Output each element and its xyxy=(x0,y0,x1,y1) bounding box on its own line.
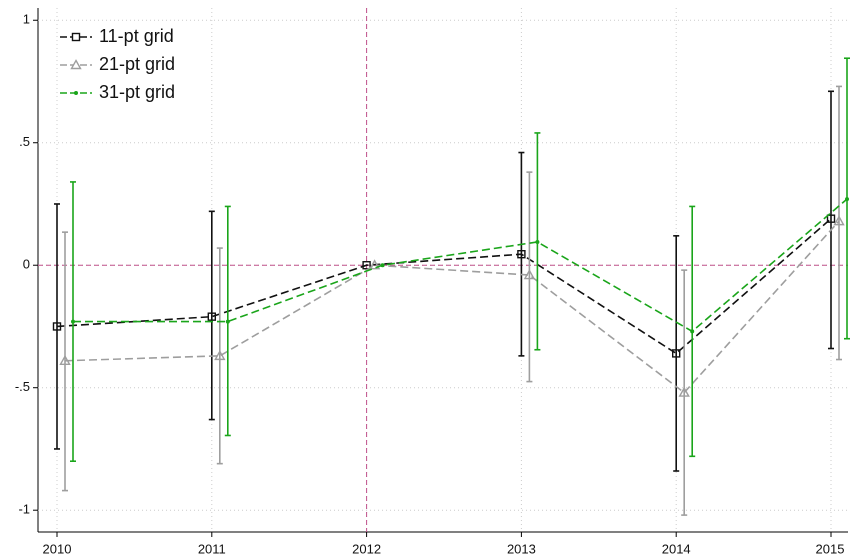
x-tick-label: 2011 xyxy=(198,541,226,556)
marker xyxy=(517,250,526,259)
marker xyxy=(362,261,371,270)
x-tick-label: 2015 xyxy=(816,541,845,556)
y-tick-label: -.5 xyxy=(15,379,30,394)
marker xyxy=(59,354,71,365)
marker xyxy=(535,239,540,244)
legend-marker xyxy=(74,91,78,95)
y-tick-label: .5 xyxy=(19,134,30,149)
marker xyxy=(826,214,836,223)
series-line xyxy=(56,218,832,355)
series-line xyxy=(64,220,840,394)
marker xyxy=(225,319,230,324)
marker xyxy=(380,263,385,268)
y-tick-label: 0 xyxy=(23,257,30,272)
legend-marker xyxy=(71,32,81,42)
marker xyxy=(207,312,217,321)
legend-label: 21-pt grid xyxy=(99,54,175,74)
marker xyxy=(214,349,226,361)
marker xyxy=(678,386,690,397)
marker xyxy=(833,215,845,226)
y-tick-label: 1 xyxy=(23,12,30,27)
x-tick-label: 2012 xyxy=(352,541,381,556)
x-tick-label: 2010 xyxy=(43,541,72,556)
marker xyxy=(672,349,681,358)
marker xyxy=(368,259,381,270)
marker xyxy=(71,319,75,324)
legend-marker xyxy=(70,59,82,70)
legend-label: 11-pt grid xyxy=(99,26,174,46)
x-tick-label: 2014 xyxy=(662,541,691,556)
series-line xyxy=(73,198,848,333)
marker xyxy=(845,197,849,202)
marker xyxy=(52,322,62,331)
y-tick-label: -1 xyxy=(18,502,30,517)
legend-label: 31-pt grid xyxy=(99,82,175,102)
marker xyxy=(523,269,536,280)
x-tick-label: 2013 xyxy=(507,541,536,556)
marker xyxy=(690,329,695,334)
